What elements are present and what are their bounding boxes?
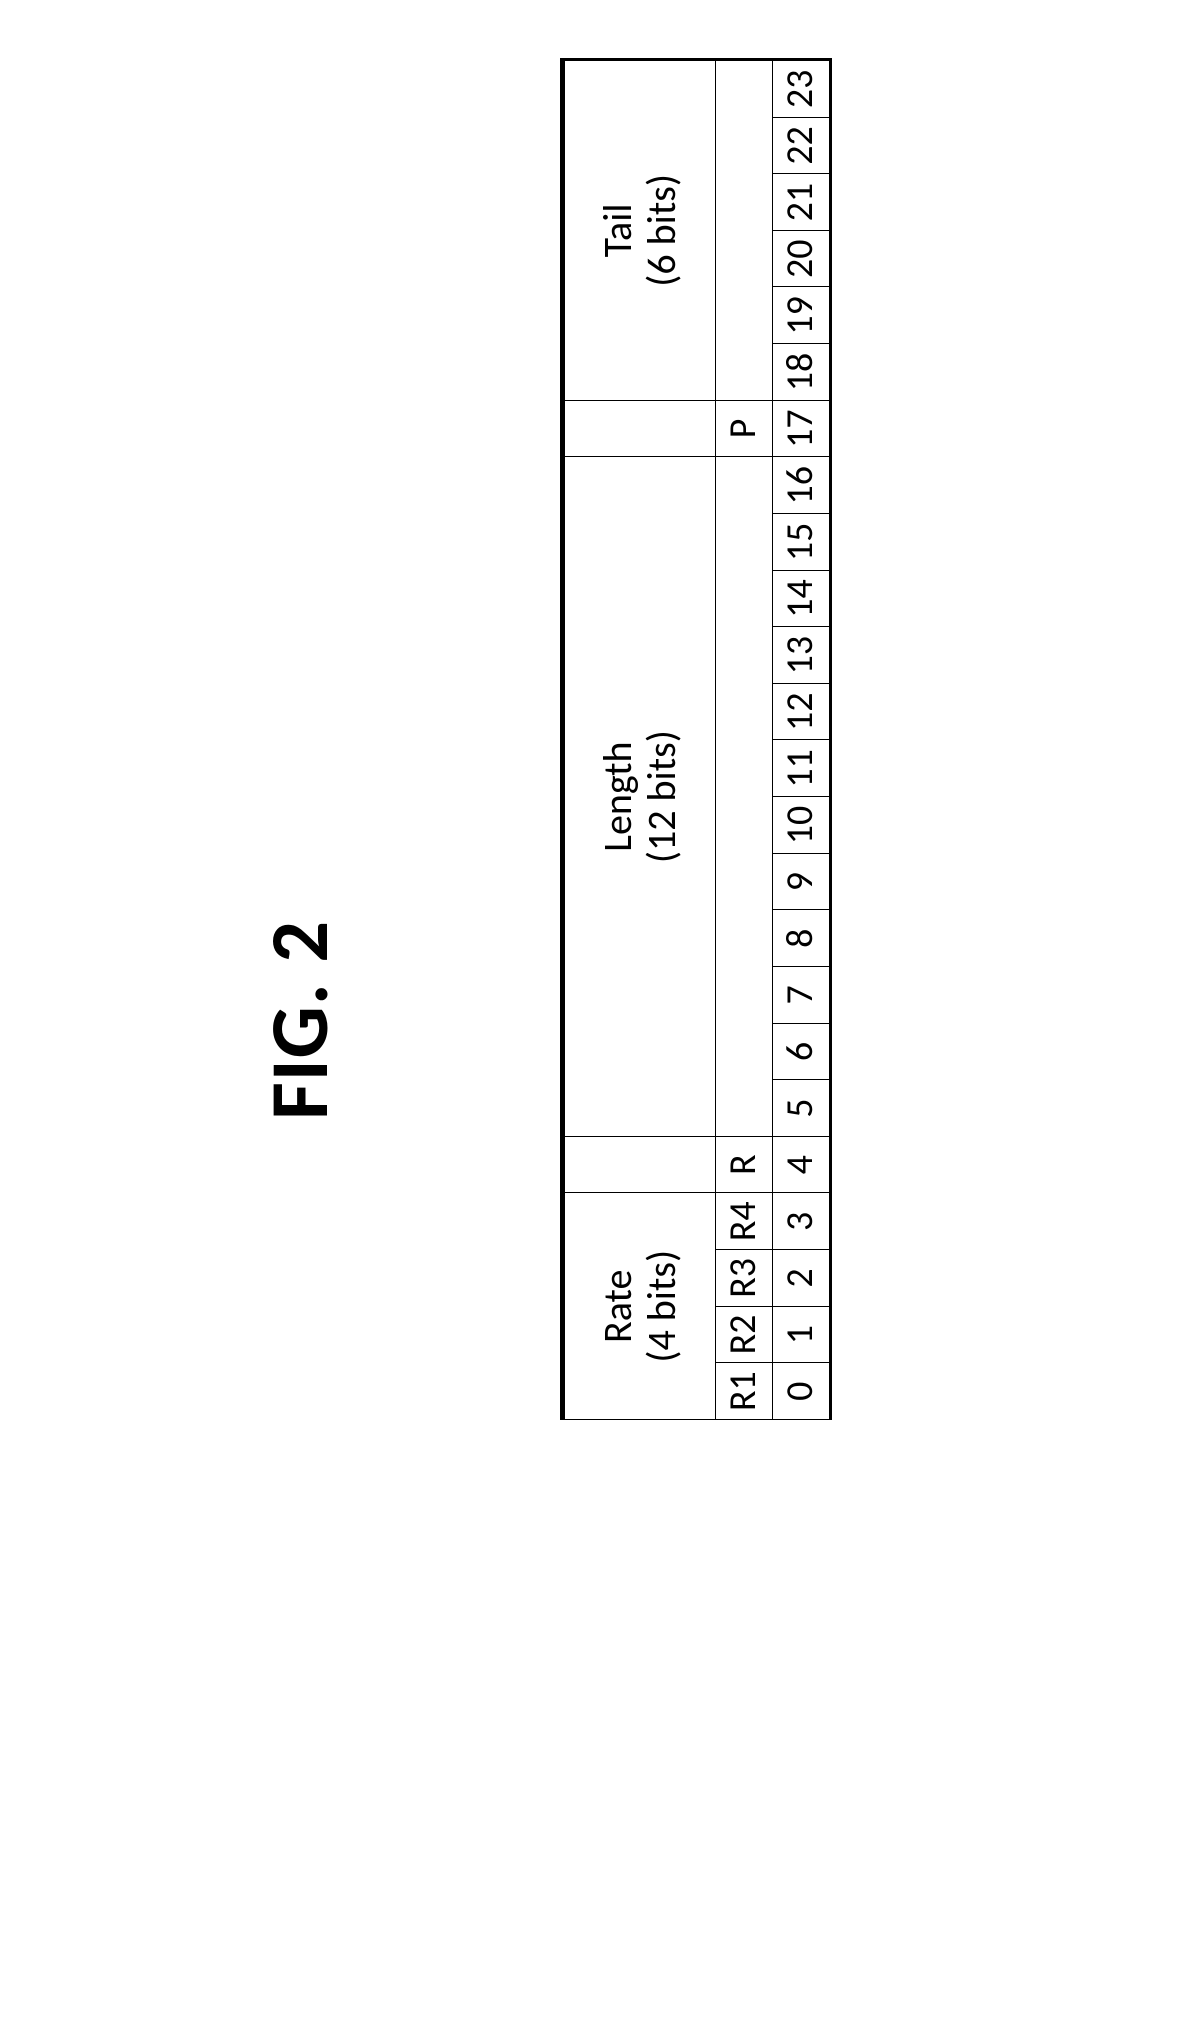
bit-index: 3 bbox=[773, 1193, 831, 1250]
field-rate: Rate (4 bits) bbox=[563, 1193, 716, 1420]
bit-index: 13 bbox=[773, 627, 831, 684]
bit-index: 10 bbox=[773, 797, 831, 854]
sublabel-p: P bbox=[716, 400, 773, 457]
field-rate-bits: (4 bits) bbox=[640, 1194, 684, 1420]
sublabel-r4: R4 bbox=[716, 1193, 773, 1250]
bit-index: 18 bbox=[773, 344, 831, 401]
bit-index: 11 bbox=[773, 740, 831, 797]
sublabel-length-blank bbox=[716, 457, 773, 1137]
bit-index: 21 bbox=[773, 174, 831, 231]
sublabel-r3: R3 bbox=[716, 1250, 773, 1307]
field-row: Rate (4 bits) Length (12 bits) bbox=[563, 61, 716, 1420]
bit-index: 0 bbox=[773, 1363, 831, 1420]
sublabel-r1: R1 bbox=[716, 1363, 773, 1420]
bitfield-diagram: Rate (4 bits) Length (12 bits) bbox=[560, 58, 832, 1420]
field-reserved bbox=[563, 1136, 716, 1193]
field-tail: Tail (6 bits) bbox=[563, 61, 716, 401]
bit-index: 9 bbox=[773, 853, 831, 910]
bit-index: 19 bbox=[773, 287, 831, 344]
bit-index: 22 bbox=[773, 117, 831, 174]
field-tail-bits: (6 bits) bbox=[640, 61, 684, 400]
bit-index: 7 bbox=[773, 967, 831, 1024]
field-parity bbox=[563, 400, 716, 457]
bit-index: 8 bbox=[773, 910, 831, 967]
field-length-name: Length bbox=[596, 457, 640, 1136]
sublabel-r2: R2 bbox=[716, 1306, 773, 1363]
bit-index: 12 bbox=[773, 683, 831, 740]
bit-index: 6 bbox=[773, 1023, 831, 1080]
field-rate-name: Rate bbox=[596, 1194, 640, 1420]
bitfield-table: Rate (4 bits) Length (12 bits) bbox=[561, 60, 831, 1420]
field-tail-name: Tail bbox=[596, 61, 640, 400]
bit-index: 23 bbox=[773, 61, 831, 118]
index-row: 0 1 2 3 4 5 6 7 8 9 10 11 12 13 bbox=[773, 61, 831, 1420]
bit-index: 4 bbox=[773, 1136, 831, 1193]
rotated-content: FIG. 2 Rate (4 bits) bbox=[0, 0, 1193, 2040]
sublabel-row: R1 R2 R3 R4 R P bbox=[716, 61, 773, 1420]
field-length: Length (12 bits) bbox=[563, 457, 716, 1137]
sublabel-tail-blank bbox=[716, 61, 773, 401]
bit-index: 16 bbox=[773, 457, 831, 514]
bit-index: 15 bbox=[773, 514, 831, 571]
bit-index: 1 bbox=[773, 1306, 831, 1363]
page: FIG. 2 Rate (4 bits) bbox=[0, 0, 1193, 2040]
bit-index: 17 bbox=[773, 400, 831, 457]
bit-index: 20 bbox=[773, 230, 831, 287]
bit-index: 2 bbox=[773, 1250, 831, 1307]
bit-index: 14 bbox=[773, 570, 831, 627]
bit-index: 5 bbox=[773, 1080, 831, 1137]
sublabel-r: R bbox=[716, 1136, 773, 1193]
figure-content: FIG. 2 Rate (4 bits) bbox=[0, 0, 1193, 2040]
figure-title: FIG. 2 bbox=[250, 0, 350, 2040]
field-length-bits: (12 bits) bbox=[640, 457, 684, 1136]
